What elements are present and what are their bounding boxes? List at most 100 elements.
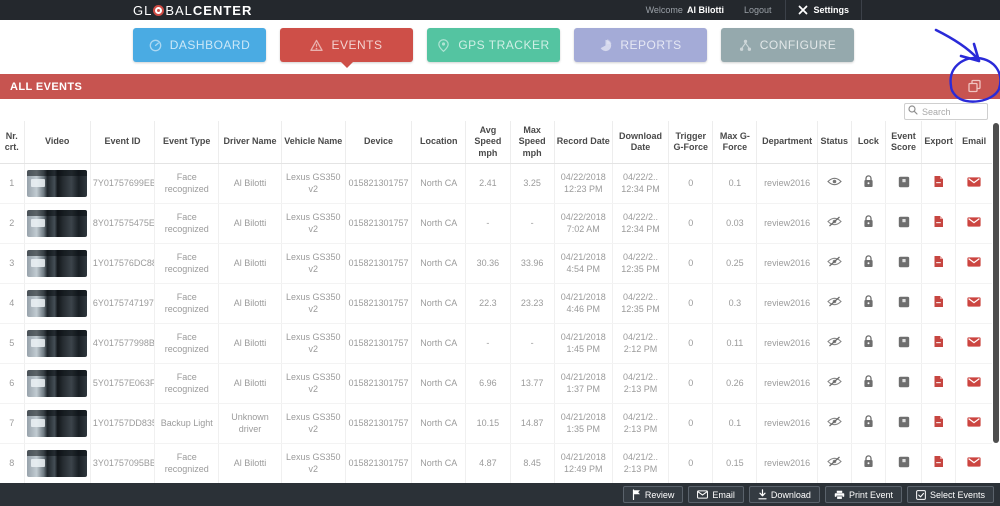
review-button[interactable]: Review (622, 486, 684, 503)
email-event-icon[interactable] (967, 417, 981, 427)
score-icon[interactable] (898, 336, 910, 348)
event-type-cell: Face recognized (154, 283, 220, 324)
eye-slash-icon[interactable] (826, 456, 842, 467)
score-icon[interactable] (898, 216, 910, 228)
pdf-export-icon[interactable] (933, 175, 944, 188)
col-header-max-speed: Max Speed mph (510, 121, 555, 164)
eye-slash-icon[interactable] (826, 376, 842, 387)
video-thumbnail[interactable] (27, 169, 88, 197)
pdf-export-icon[interactable] (933, 215, 944, 228)
score-icon[interactable] (898, 416, 910, 428)
tab-label: REPORTS (620, 38, 682, 52)
vertical-scrollbar[interactable] (993, 123, 999, 443)
eye-slash-icon[interactable] (826, 216, 842, 227)
video-thumbnail[interactable] (27, 409, 88, 437)
lock-icon[interactable] (863, 215, 874, 228)
col-header-vehicle: Vehicle Name (281, 121, 346, 164)
location-cell: North CA (411, 243, 467, 284)
col-header-status: Status (817, 121, 852, 164)
pdf-export-icon[interactable] (933, 455, 944, 468)
logo-text-center: CENTER (192, 2, 253, 18)
max-gforce-cell: 0.11 (712, 323, 758, 364)
tab-configure[interactable]: CONFIGURE (721, 28, 854, 62)
score-icon[interactable] (898, 256, 910, 268)
col-header-location: Location (411, 121, 467, 164)
email-event-icon[interactable] (967, 377, 981, 387)
tab-gps-tracker[interactable]: GPS TRACKER (427, 28, 560, 62)
location-cell: North CA (411, 363, 467, 404)
print-event-label: Print Event (848, 489, 893, 500)
score-icon[interactable] (898, 376, 910, 388)
col-header-department: Department (756, 121, 818, 164)
lock-icon[interactable] (863, 455, 874, 468)
score-icon[interactable] (898, 176, 910, 188)
logout-link[interactable]: Logout (743, 5, 772, 15)
copy-icon (968, 79, 981, 93)
lock-icon[interactable] (863, 175, 874, 188)
eye-slash-icon[interactable] (826, 416, 842, 427)
lock-icon[interactable] (863, 375, 874, 388)
lock-icon[interactable] (863, 415, 874, 428)
score-icon[interactable] (898, 456, 910, 468)
download-date-cell: 04/22/2.. 12:34 PM (612, 163, 670, 204)
print-event-button[interactable]: Print Event (824, 486, 902, 503)
pdf-export-icon[interactable] (933, 295, 944, 308)
eye-slash-icon[interactable] (826, 296, 842, 307)
avg-speed-cell: 10.15 (465, 403, 511, 444)
copy-events-button[interactable] (967, 79, 982, 94)
tab-reports[interactable]: REPORTS (574, 28, 707, 62)
email-button[interactable]: Email (688, 486, 744, 503)
device-cell: 015821301757 (345, 203, 413, 244)
eye-open-icon[interactable] (826, 176, 842, 187)
video-thumbnail[interactable] (27, 249, 88, 277)
email-event-icon[interactable] (967, 177, 981, 187)
welcome-label: Welcome (645, 5, 683, 15)
record-date-cell: 04/21/2018 4:46 PM (554, 283, 613, 324)
department-cell: review2016 (756, 443, 818, 484)
download-date-cell: 04/21/2.. 2:12 PM (612, 323, 670, 364)
tab-label: GPS TRACKER (458, 38, 550, 52)
eye-slash-icon[interactable] (826, 336, 842, 347)
row-number: 7 (0, 403, 25, 444)
driver-name-cell: Al Bilotti (218, 443, 282, 484)
email-event-icon[interactable] (967, 257, 981, 267)
row-number: 8 (0, 443, 25, 484)
video-thumbnail[interactable] (27, 449, 88, 477)
download-button[interactable]: Download (748, 486, 820, 503)
col-header-max-gforce: Max G-Force (712, 121, 758, 164)
col-header-event-score: Event Score (885, 121, 923, 164)
location-cell: North CA (411, 443, 467, 484)
email-event-icon[interactable] (967, 337, 981, 347)
eye-slash-icon[interactable] (826, 256, 842, 267)
vehicle-name-cell: Lexus GS350 v2 (281, 163, 346, 204)
event-type-cell: Face recognized (154, 203, 220, 244)
email-event-icon[interactable] (967, 457, 981, 467)
settings-button[interactable]: Settings (785, 0, 862, 20)
search-input[interactable] (904, 103, 988, 120)
pdf-export-icon[interactable] (933, 375, 944, 388)
score-icon[interactable] (898, 296, 910, 308)
max-speed-cell: 3.25 (510, 163, 555, 204)
video-thumbnail[interactable] (27, 329, 88, 357)
email-event-icon[interactable] (967, 297, 981, 307)
tab-events[interactable]: EVENTS (280, 28, 413, 68)
video-thumbnail[interactable] (27, 369, 88, 397)
pdf-export-icon[interactable] (933, 335, 944, 348)
video-thumbnail[interactable] (27, 209, 88, 237)
pdf-export-icon[interactable] (933, 415, 944, 428)
video-thumbnail[interactable] (27, 289, 88, 317)
lock-icon[interactable] (863, 335, 874, 348)
max-gforce-cell: 0.3 (712, 283, 758, 324)
select-events-button[interactable]: Select Events (906, 486, 994, 503)
lock-icon[interactable] (863, 255, 874, 268)
event-type-cell: Face recognized (154, 243, 220, 284)
lock-icon[interactable] (863, 295, 874, 308)
wrench-icon (799, 5, 808, 15)
tab-dashboard[interactable]: DASHBOARD (133, 28, 266, 62)
email-event-icon[interactable] (967, 217, 981, 227)
pdf-export-icon[interactable] (933, 255, 944, 268)
avg-speed-cell: - (465, 323, 511, 364)
nav-tabs: DASHBOARD EVENTS GPS TRACKER REPORTS CON… (133, 28, 1000, 68)
department-cell: review2016 (756, 363, 818, 404)
vehicle-name-cell: Lexus GS350 v2 (281, 403, 346, 444)
